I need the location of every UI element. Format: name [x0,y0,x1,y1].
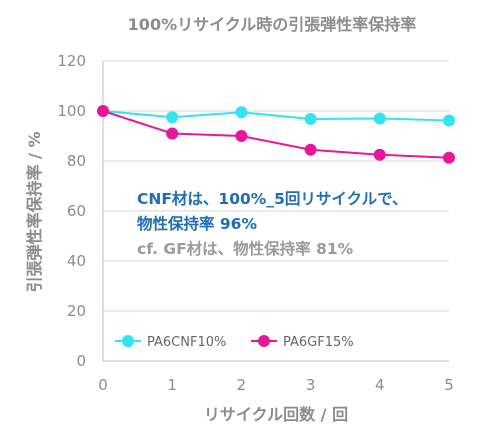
y-axis-label: 引張弾性率保持率 / % [25,131,44,292]
x-axis-label: リサイクル回数 / 回 [204,405,348,424]
legend-label-0: PA6CNF10% [147,335,226,350]
y-tick-label: 100 [57,102,86,120]
x-tick-label: 3 [306,376,316,394]
chart-title: 100%リサイクル時の引張弾性率保持率 [128,15,417,34]
data-point-s0-4 [373,112,386,125]
data-point-s1-5 [443,151,455,164]
y-tick-label: 40 [67,252,86,270]
legend-label-1: PA6GF15% [283,335,354,350]
data-point-s1-2 [235,130,248,142]
x-tick-label: 2 [237,376,247,394]
data-point-s0-2 [235,106,248,119]
data-point-s0-3 [304,113,317,125]
legend-marker-0 [122,335,134,347]
data-point-s0-5 [443,114,455,127]
y-axis-ticks: 0 20 40 60 80 100 120 [57,52,86,370]
data-point-s1-3 [304,143,317,156]
y-tick-label: 80 [67,152,86,170]
series-line-0 [102,110,450,122]
x-tick-label: 5 [444,376,454,394]
grid [102,60,449,362]
y-tick-label: 60 [67,202,86,220]
y-tick-label: 20 [67,302,86,320]
y-tick-label: 120 [57,52,86,70]
series-group [97,105,455,164]
annotation-line-1: CNF材は、100%_5回リサイクルで、 [137,189,407,208]
annotation-line-3: cf. GF材は、物性保持率 81% [137,239,354,258]
x-axis-ticks: 0 1 2 3 4 5 [98,376,454,394]
y-tick-label: 0 [76,352,86,370]
x-tick-label: 0 [98,376,108,394]
series-line-1 [102,110,450,159]
legend: PA6CNF10% PA6GF15% [115,335,354,350]
data-point-s1-1 [166,127,179,140]
x-tick-label: 4 [375,376,385,394]
annotation-block: CNF材は、100%_5回リサイクルで、 物性保持率 96% cf. GF材は、… [137,189,407,258]
data-point-s1-0 [97,105,109,117]
annotation-line-2: 物性保持率 96% [137,214,257,233]
data-point-s0-1 [166,111,179,124]
x-tick-label: 1 [167,376,177,394]
legend-marker-1 [258,335,270,347]
data-point-s1-4 [373,148,386,161]
